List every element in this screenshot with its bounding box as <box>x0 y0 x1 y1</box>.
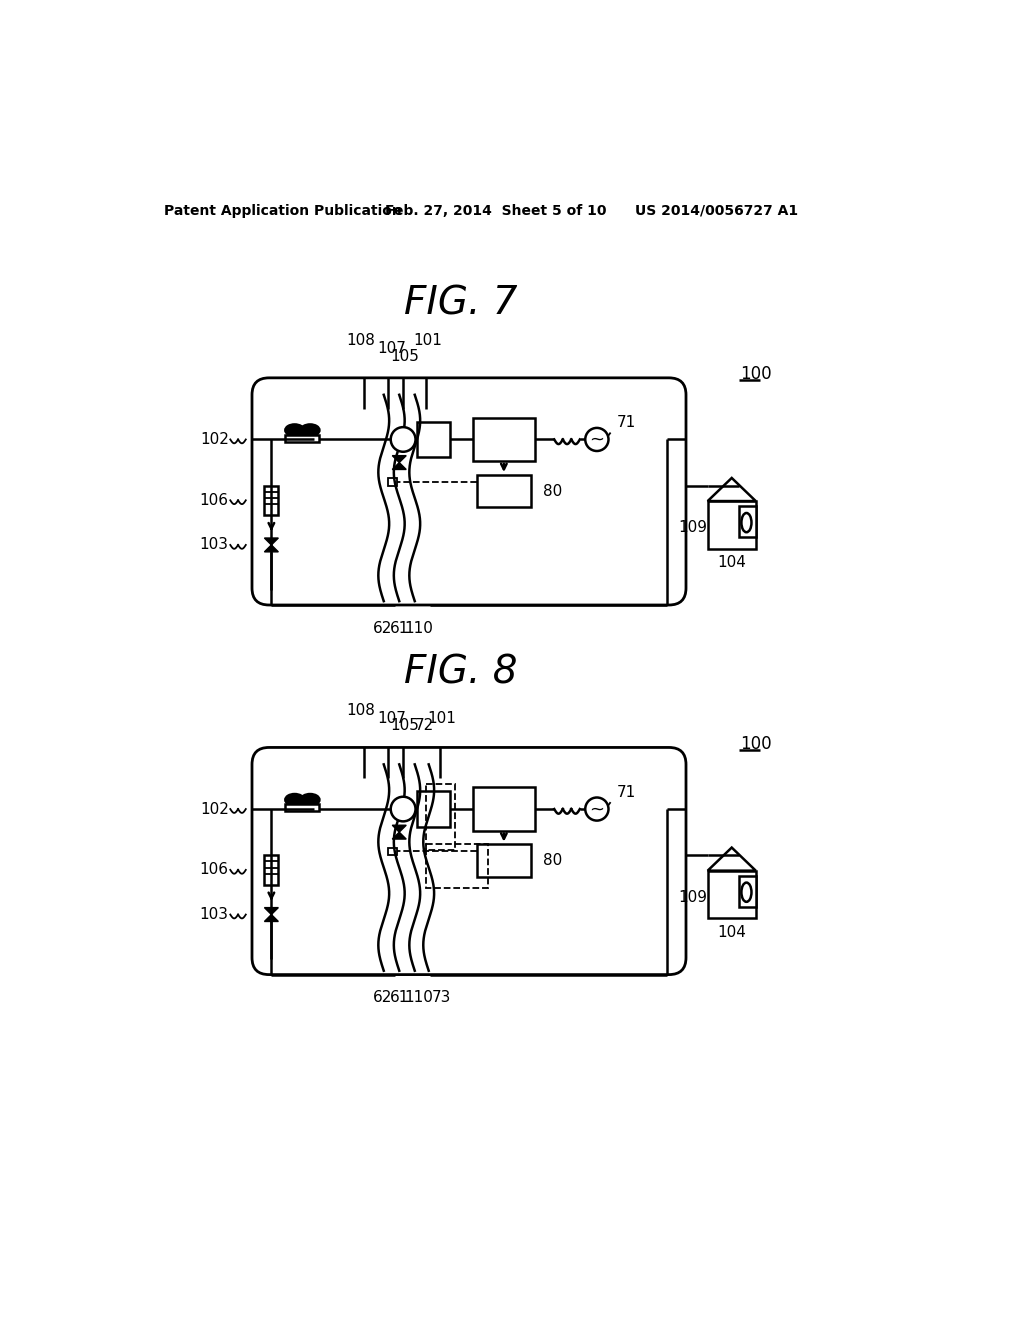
Polygon shape <box>392 825 407 832</box>
Text: ~: ~ <box>590 800 604 818</box>
Text: FIG. 8: FIG. 8 <box>404 653 518 692</box>
Bar <box>738 876 756 907</box>
Bar <box>417 422 450 457</box>
Text: 103: 103 <box>200 537 228 553</box>
Bar <box>708 871 756 919</box>
Bar <box>426 845 487 888</box>
Text: ~: ~ <box>590 430 604 449</box>
Text: 73: 73 <box>432 990 452 1006</box>
Ellipse shape <box>741 513 752 532</box>
Ellipse shape <box>286 795 304 805</box>
Text: 109: 109 <box>678 520 708 536</box>
Text: 106: 106 <box>200 862 228 878</box>
Bar <box>708 502 756 549</box>
Text: 102: 102 <box>200 432 228 447</box>
FancyBboxPatch shape <box>252 747 686 974</box>
Text: 72: 72 <box>415 718 434 734</box>
Ellipse shape <box>286 425 304 436</box>
Text: 110: 110 <box>404 620 433 636</box>
Text: US 2014/0056727 A1: US 2014/0056727 A1 <box>636 203 799 218</box>
Text: 61: 61 <box>389 990 409 1006</box>
Bar <box>477 475 531 507</box>
Text: 103: 103 <box>200 907 228 923</box>
Polygon shape <box>264 539 279 545</box>
Text: 102: 102 <box>200 801 228 817</box>
Ellipse shape <box>741 883 752 902</box>
Bar <box>477 845 531 876</box>
Text: 109: 109 <box>678 890 708 906</box>
Bar <box>738 507 756 537</box>
Text: FIG. 7: FIG. 7 <box>404 284 518 322</box>
Polygon shape <box>392 462 407 470</box>
Bar <box>473 788 535 830</box>
Text: 100: 100 <box>740 366 772 383</box>
Text: 100: 100 <box>740 735 772 752</box>
Bar <box>426 784 455 850</box>
Polygon shape <box>264 915 279 921</box>
Text: 62: 62 <box>373 990 392 1006</box>
Bar <box>264 855 279 884</box>
Bar <box>285 804 319 812</box>
Bar <box>388 847 397 855</box>
Text: 62: 62 <box>373 620 392 636</box>
Text: 101: 101 <box>427 710 457 726</box>
Text: 71: 71 <box>616 784 636 800</box>
Text: 80: 80 <box>543 853 562 869</box>
Circle shape <box>391 428 416 451</box>
Text: 110: 110 <box>404 990 433 1006</box>
Text: 80: 80 <box>543 483 562 499</box>
Circle shape <box>586 797 608 821</box>
Text: 107: 107 <box>377 341 406 356</box>
Text: 106: 106 <box>200 492 228 508</box>
Text: 104: 104 <box>717 925 746 940</box>
Polygon shape <box>392 832 407 840</box>
Polygon shape <box>392 455 407 462</box>
Text: 104: 104 <box>717 556 746 570</box>
Text: 105: 105 <box>390 718 419 734</box>
Text: 105: 105 <box>390 348 419 364</box>
Text: 101: 101 <box>414 334 442 348</box>
Ellipse shape <box>301 425 319 436</box>
Text: Patent Application Publication: Patent Application Publication <box>164 203 401 218</box>
Text: Feb. 27, 2014  Sheet 5 of 10: Feb. 27, 2014 Sheet 5 of 10 <box>385 203 607 218</box>
FancyBboxPatch shape <box>252 378 686 605</box>
Circle shape <box>391 797 416 821</box>
Text: 107: 107 <box>377 710 406 726</box>
Text: 108: 108 <box>346 704 375 718</box>
Text: 61: 61 <box>389 620 409 636</box>
Ellipse shape <box>301 795 319 805</box>
Bar <box>473 418 535 461</box>
Bar <box>285 434 319 442</box>
Circle shape <box>586 428 608 451</box>
Polygon shape <box>264 908 279 915</box>
Bar <box>264 486 279 515</box>
Bar <box>388 478 397 486</box>
Bar <box>417 792 450 826</box>
Text: 108: 108 <box>346 334 375 348</box>
Text: 71: 71 <box>616 414 636 430</box>
Polygon shape <box>264 545 279 552</box>
